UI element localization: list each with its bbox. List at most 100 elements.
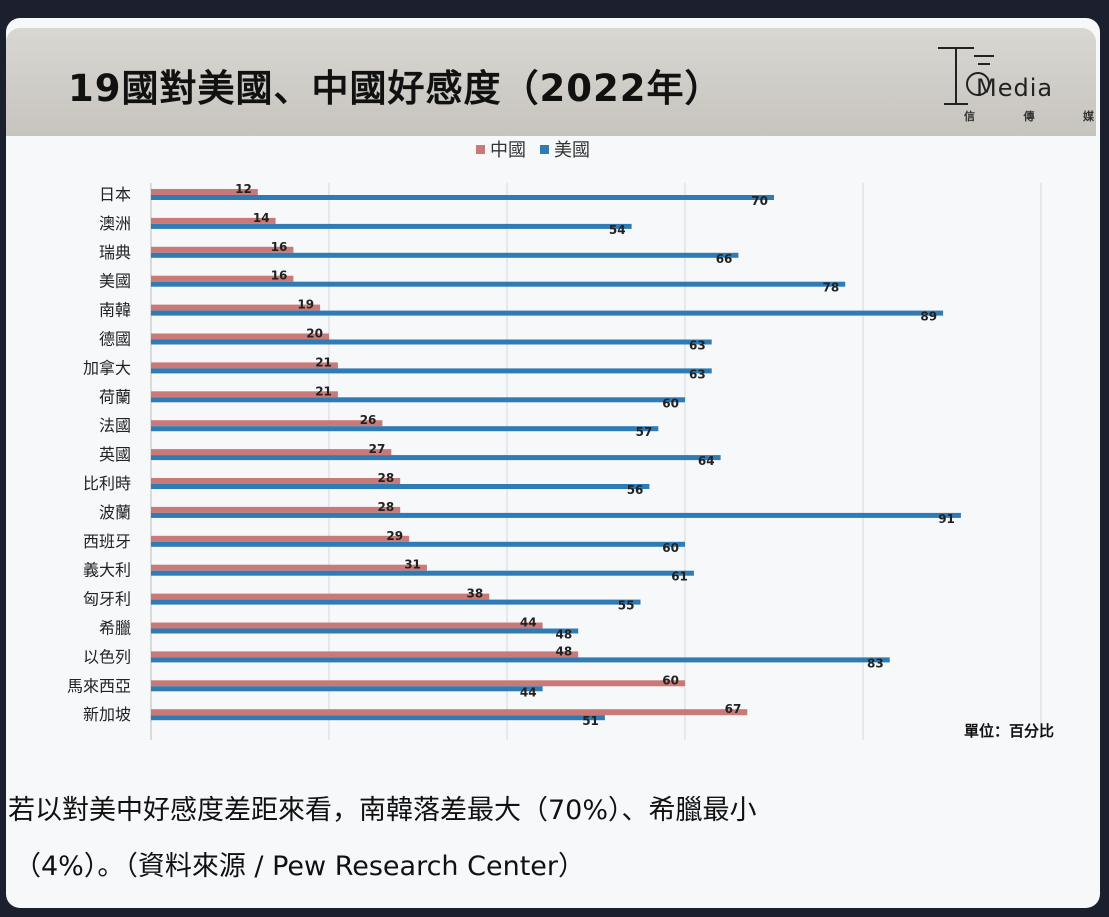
bar-usa	[151, 339, 712, 345]
bar-usa	[151, 512, 961, 518]
data-label-china: 28	[377, 471, 394, 485]
logo-subtitle: 信 傳 媒	[964, 108, 1094, 124]
bar-china	[151, 680, 685, 687]
category-label: 波蘭	[99, 503, 131, 522]
bar-usa	[151, 195, 774, 200]
data-label-usa: 63	[689, 367, 706, 381]
legend-item-usa: 美國	[540, 136, 590, 162]
data-label-usa: 70	[751, 194, 768, 208]
logo-sub-char: 媒	[1083, 110, 1094, 123]
bar-china	[151, 709, 748, 716]
bar-usa	[151, 223, 632, 229]
bar-usa	[151, 426, 659, 432]
category-label: 馬來西亞	[67, 676, 131, 695]
data-label-china: 38	[466, 587, 483, 601]
data-label-usa: 60	[662, 541, 679, 555]
category-label: 澳洲	[99, 214, 131, 233]
data-label-usa: 44	[520, 685, 537, 699]
logo-mark-icon	[938, 47, 994, 105]
bar-china	[151, 362, 338, 369]
bar-usa	[151, 281, 846, 287]
bar-china	[151, 304, 321, 311]
legend-item-china: 中國	[476, 136, 526, 162]
data-label-china: 16	[271, 269, 288, 283]
data-label-usa: 57	[636, 425, 653, 439]
data-label-china: 27	[369, 442, 386, 456]
legend-label-usa: 美國	[554, 140, 590, 161]
data-label-china: 26	[360, 413, 377, 427]
data-label-usa: 48	[555, 628, 572, 642]
category-label: 德國	[99, 330, 131, 349]
data-label-usa: 61	[671, 570, 688, 584]
title-bar: 19國對美國、中國好感度（2022年） Media 信 傳 媒	[6, 28, 1096, 136]
data-label-usa: 51	[582, 714, 599, 728]
data-label-china: 12	[235, 182, 252, 196]
legend-swatch-china	[476, 144, 485, 154]
data-label-usa: 64	[698, 454, 715, 468]
bar-usa	[151, 628, 579, 634]
data-label-china: 48	[555, 644, 572, 658]
data-label-china: 60	[662, 673, 679, 687]
category-label: 美國	[99, 272, 131, 291]
media-logo: Media 信 傳 媒	[934, 42, 1094, 132]
bar-china	[151, 333, 329, 340]
category-label: 法國	[99, 416, 131, 435]
data-label-china: 21	[315, 355, 332, 369]
category-label: 瑞典	[99, 243, 131, 262]
data-label-usa: 78	[822, 281, 839, 295]
category-label: 希臘	[99, 619, 131, 638]
bar-china	[151, 622, 543, 629]
bar-china	[151, 246, 294, 253]
bar-china	[151, 478, 401, 484]
bar-china	[151, 275, 294, 282]
category-label: 南韓	[99, 301, 131, 320]
unit-label: 單位：百分比	[964, 722, 1055, 740]
data-label-usa: 83	[867, 656, 884, 670]
data-label-usa: 54	[609, 223, 626, 237]
caption-line-1: 若以對美中好感度差距來看，南韓落差最大（70%）、希臘最小	[8, 795, 757, 826]
data-label-usa: 66	[716, 252, 733, 266]
data-label-usa: 60	[662, 396, 679, 410]
data-label-china: 28	[377, 500, 394, 514]
data-label-china: 44	[520, 616, 537, 630]
data-label-usa: 63	[689, 339, 706, 353]
category-label: 荷蘭	[99, 387, 131, 406]
chart-legend: 中國 美國	[476, 136, 590, 162]
logo-sub-char: 傳	[1023, 110, 1035, 123]
bar-china	[151, 506, 401, 513]
data-label-china: 31	[404, 558, 421, 572]
data-label-usa: 55	[618, 599, 635, 613]
bar-china	[151, 420, 383, 427]
bar-china	[151, 564, 427, 571]
bar-china	[151, 217, 276, 224]
bar-usa	[151, 455, 721, 461]
data-label-china: 14	[253, 211, 270, 225]
bar-china	[151, 189, 258, 195]
data-label-china: 16	[271, 240, 288, 254]
legend-swatch-usa	[540, 144, 549, 154]
bar-usa	[151, 252, 739, 258]
bar-china	[151, 535, 410, 542]
bar-china	[151, 593, 490, 600]
bar-china	[151, 449, 392, 456]
logo-sub-char: 信	[964, 110, 975, 123]
bar-usa	[151, 657, 890, 663]
bar-usa	[151, 368, 712, 374]
data-label-china: 21	[315, 384, 332, 398]
bar-usa	[151, 484, 650, 489]
page-title: 19國對美國、中國好感度（2022年）	[68, 67, 723, 110]
category-label: 義大利	[83, 561, 131, 580]
bar-usa	[151, 715, 605, 721]
data-label-china: 19	[297, 298, 314, 312]
slide-frame: 19國對美國、中國好感度（2022年） Media 信 傳 媒 中國 美國 日本…	[6, 18, 1100, 908]
bar-china	[151, 391, 338, 398]
category-label: 西班牙	[83, 532, 131, 551]
data-label-usa: 91	[938, 512, 955, 526]
category-label: 加拿大	[83, 358, 131, 377]
bar-chart: 日本 12 70 澳洲 14 54 瑞典 16 66 美國 16 78 南韓 19 89 德國 20 63 加拿大 2…	[67, 182, 1042, 740]
bar-usa	[151, 570, 694, 576]
bar-usa	[151, 310, 944, 316]
data-label-china: 29	[386, 529, 403, 543]
category-label: 比利時	[83, 474, 131, 493]
legend-label-china: 中國	[490, 140, 526, 161]
